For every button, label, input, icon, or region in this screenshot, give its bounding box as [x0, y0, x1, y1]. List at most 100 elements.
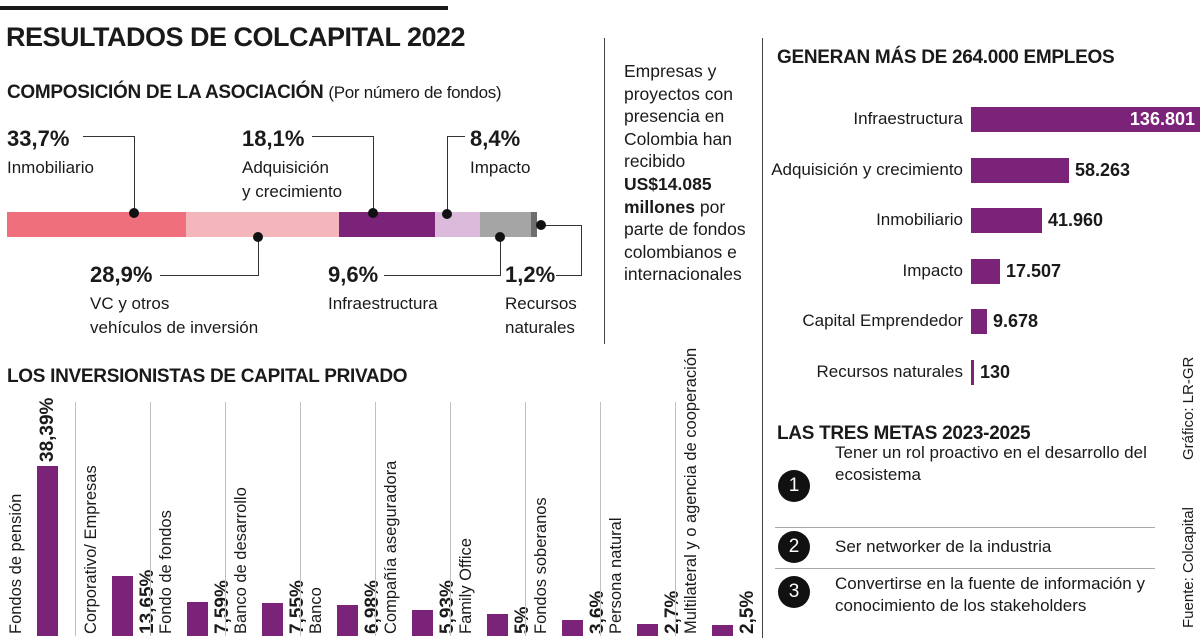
composition-segment-1: [7, 212, 186, 237]
page-title: RESULTADOS DE COLCAPITAL 2022: [6, 22, 466, 52]
goal-number-1: 1: [778, 470, 810, 502]
leader-dot-vc: [253, 232, 263, 242]
comp-pct-recursos: 1,2%: [505, 262, 556, 287]
investors-chart: Fondos de pensión 38,39% Corporativo/ Empr…: [0, 348, 760, 636]
investors-heading: LOS INVERSIONISTAS DE CAPITAL PRIVADO: [7, 366, 408, 387]
goal-separator-1: [775, 527, 1155, 528]
employment-label: Capital Emprendedor: [802, 311, 963, 330]
comp-label-adquisicion-2: y crecimiento: [242, 182, 343, 201]
employment-value: 41.960: [1048, 210, 1104, 230]
comp-pct-impacto: 8,4%: [470, 126, 521, 151]
leader-dot-recursos: [536, 220, 546, 230]
title-rule: [0, 6, 448, 10]
goal-1-line-1: Tener un rol proactivo en el desarrollo …: [835, 443, 1147, 462]
employment-bar: [971, 107, 1200, 132]
investor-value-label: 3,6%: [587, 590, 608, 634]
comp-pct-vc: 28,9%: [90, 262, 153, 287]
leader-dot-inmobiliario: [129, 208, 139, 218]
investor-bar: [187, 602, 208, 636]
investor-category-label: Compañía aseguradora: [382, 460, 400, 634]
employment-chart: Infraestructura 136.801 Adquisición y crec…: [770, 100, 1200, 390]
investor-category-label: Persona natural: [607, 517, 625, 635]
employment-heading: GENERAN MÁS DE 264.000 EMPLEOS: [777, 47, 1115, 68]
investor-bar: [262, 603, 283, 636]
note-line-3: presencia en: [624, 106, 725, 127]
investor-value-label: 2,5%: [737, 590, 758, 634]
comp-pct-infraestructura: 9,6%: [328, 262, 379, 287]
middle-divider: [604, 38, 605, 344]
leader-dot-infraestructura: [495, 232, 505, 242]
investor-column-divider: [225, 402, 226, 636]
note-line-7: colombianos e: [624, 241, 737, 262]
goal-separator-2: [775, 568, 1155, 569]
investor-value-label: 6,98%: [362, 580, 383, 634]
employment-bar: [971, 258, 1000, 284]
goal-3-line-1: Convertirse en la fuente de información …: [835, 574, 1145, 593]
employment-bar: [971, 157, 1069, 183]
leader-dot-impacto: [442, 209, 452, 219]
leader-impacto-h: [447, 136, 465, 137]
investor-category-label: Family Office: [457, 538, 475, 634]
employment-value: 9.678: [993, 311, 1039, 331]
employment-bar: [971, 208, 1042, 233]
employment-label: Impacto: [902, 260, 963, 280]
investor-category-label: Fondos soberanos: [532, 497, 550, 634]
note-line-4: Colombia han: [624, 128, 732, 149]
employment-bar: [971, 359, 974, 385]
investor-bar: [412, 610, 433, 636]
composition-segment-5: [480, 212, 531, 237]
comp-label-vc-1: VC y otros: [90, 294, 170, 313]
goal-number-3: 3: [778, 576, 810, 608]
composition-subheading: (Por número de fondos): [328, 83, 502, 102]
goals-heading: LAS TRES METAS 2023-2025: [777, 423, 1031, 444]
comp-label-recursos-1: Recursos: [505, 294, 577, 313]
leader-adquisicion-h: [312, 136, 374, 137]
employment-value: 17.507: [1006, 260, 1062, 281]
investor-column-divider: [300, 402, 301, 636]
investor-value-label: 7,59%: [212, 580, 233, 634]
investor-bar: [637, 624, 658, 636]
investor-value-label: 7,55%: [287, 580, 308, 634]
comp-pct-inmobiliario: 33,7%: [7, 126, 70, 151]
note-line-2: proyectos con: [624, 83, 733, 104]
leader-dot-adquisicion: [368, 208, 378, 218]
graphic-credit: Gráfico: LR-GR: [1180, 356, 1197, 460]
investor-category-label: Fondos de pensión: [7, 493, 25, 634]
leader-recursos-h1: [541, 225, 582, 226]
investor-column-divider: [75, 402, 76, 636]
leader-impacto-v: [447, 136, 448, 214]
note-tail: por: [699, 196, 726, 217]
employment-value: 130: [980, 361, 1011, 382]
employment-label: Adquisición y crecimiento: [771, 159, 963, 179]
investor-category-label: Banco: [307, 587, 325, 634]
goal-1: Tener un rol proactivo en el desarrollo …: [835, 442, 1155, 486]
note-line-5: recibido: [624, 151, 686, 172]
goal-1-line-2: ecosistema: [835, 465, 921, 484]
note-line-8: internacionales: [624, 264, 742, 285]
investor-column-divider: [525, 402, 526, 636]
composition-heading: COMPOSICIÓN DE LA ASOCIACIÓN (Por número…: [7, 82, 502, 104]
goal-3-line-2: conocimiento de los stakeholders: [835, 596, 1087, 615]
goal-number-2: 2: [778, 531, 810, 563]
composition-segment-2: [186, 212, 339, 237]
investor-value-label: 5%: [512, 606, 533, 634]
comp-pct-adquisicion: 18,1%: [242, 126, 305, 151]
employment-label: Recursos naturales: [816, 361, 963, 381]
investor-column-divider: [675, 402, 676, 636]
comp-label-impacto: Impacto: [470, 158, 531, 177]
leader-infra-v: [500, 236, 501, 275]
note-amount-1: US$14.085: [624, 173, 712, 194]
leader-vc-h: [160, 275, 259, 276]
note-line-1: Empresas y: [624, 61, 717, 81]
employment-bar: [971, 309, 987, 334]
goal-3: Convertirse en la fuente de información …: [835, 573, 1155, 617]
leader-adquisicion-v: [373, 136, 374, 214]
investor-bar: [562, 620, 583, 636]
comp-label-inmobiliario: Inmobiliario: [7, 158, 94, 177]
investor-value-label: 5,93%: [437, 580, 458, 634]
composition-segment-3: [339, 212, 435, 237]
investment-note: Empresas y proyectos con presencia en Co…: [624, 60, 764, 286]
investor-value-label: 2,7%: [662, 590, 683, 634]
investor-column-divider: [375, 402, 376, 636]
investor-bar: [112, 576, 133, 636]
